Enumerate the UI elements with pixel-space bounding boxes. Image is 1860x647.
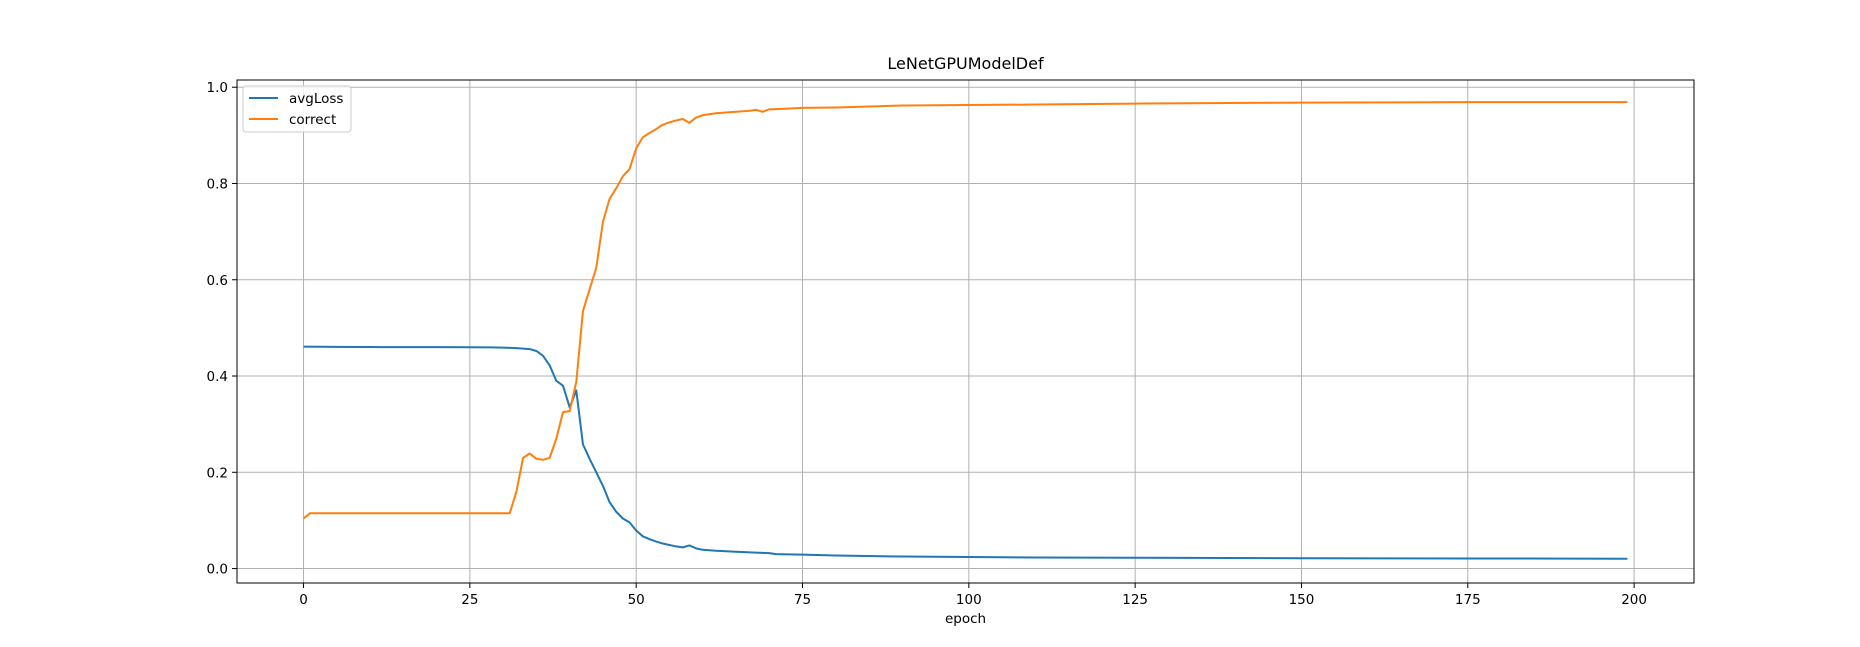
x-tick-label: 25 [461, 592, 478, 608]
legend: avgLoss correct [242, 85, 352, 133]
y-tick-label: 0.6 [207, 273, 228, 289]
x-tick-label: 200 [1621, 592, 1647, 608]
x-tick-label: 100 [956, 592, 982, 608]
x-tick-label: 175 [1455, 592, 1481, 608]
x-tick-label: 150 [1289, 592, 1315, 608]
y-tick-label: 1.0 [207, 80, 228, 96]
axis-ticks: 0 25 50 75 100 125 150 175 200 0.0 0.2 0.4 0.6 0.8 1.0 [207, 80, 1647, 608]
y-tick-label: 0.0 [207, 562, 228, 578]
y-tick-label: 0.8 [207, 176, 228, 192]
x-tick-label: 75 [794, 592, 811, 608]
plot-frame [236, 79, 1695, 584]
x-tick-label: 0 [299, 592, 308, 608]
y-tick-label: 0.4 [207, 369, 228, 385]
legend-label-avgloss: avgLoss [289, 91, 343, 107]
chart-title: LeNetGPUModelDef [887, 54, 1044, 73]
series-lines [302, 101, 1628, 560]
x-axis-title: epoch [945, 611, 986, 627]
grid [237, 80, 1694, 583]
legend-label-correct: correct [289, 112, 336, 128]
x-tick-label: 125 [1122, 592, 1148, 608]
y-tick-label: 0.2 [207, 465, 228, 481]
x-tick-label: 50 [628, 592, 645, 608]
series-line-avgloss [303, 345, 1628, 560]
series-line-correct [302, 101, 1628, 520]
